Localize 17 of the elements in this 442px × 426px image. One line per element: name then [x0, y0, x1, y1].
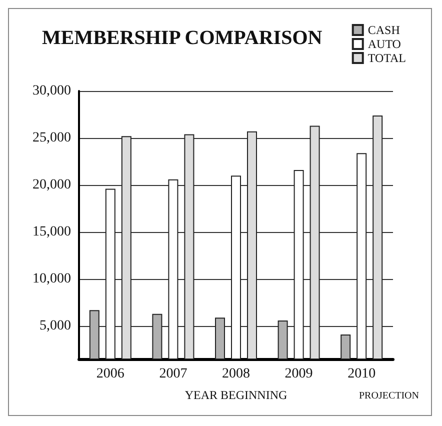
y-tick-label: 15,000	[32, 224, 71, 240]
x-tick-label: 2008	[222, 366, 250, 382]
x-tick-label: 2009	[284, 366, 313, 382]
legend-label: CASH	[368, 23, 400, 37]
y-tick-label: 25,000	[32, 130, 71, 146]
x-tick-label: 2010	[348, 366, 376, 382]
y-tick-label: 30,000	[32, 84, 71, 98]
y-tick-label: 20,000	[32, 178, 71, 193]
y-tick-label: 5,000	[40, 318, 71, 334]
x-tick-label: 2006	[96, 366, 124, 382]
x-tick-label: 2007	[159, 366, 188, 382]
x-axis-title: YEAR BEGINNING	[184, 388, 288, 402]
chart-title: MEMBERSHIP COMPARISON	[42, 27, 323, 49]
legend-label: TOTAL	[368, 51, 406, 65]
y-tick-label: 10,000	[32, 272, 71, 287]
legend-label: AUTO	[368, 37, 402, 51]
text: PROJECTION	[358, 390, 420, 402]
